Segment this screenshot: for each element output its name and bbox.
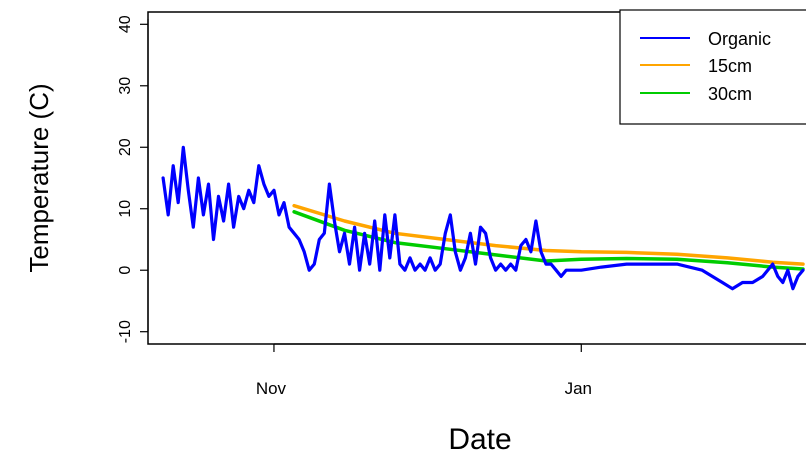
y-tick-label-3: 20: [117, 138, 134, 156]
y-tick-label-5: 40: [117, 15, 134, 33]
y-axis: -10 0 10 20 30 40: [117, 15, 149, 343]
y-tick-label-1: 0: [117, 266, 134, 275]
legend-label-30cm: 30cm: [708, 84, 752, 104]
y-tick-label-2: 10: [117, 200, 134, 218]
legend-label-organic: Organic: [708, 29, 771, 49]
series-group: [161, 145, 805, 291]
legend: Organic 15cm 30cm: [619, 9, 806, 125]
x-axis: Nov Jan: [256, 343, 592, 398]
legend-box: [619, 9, 806, 125]
x-axis-title: Date: [448, 423, 511, 456]
legend-label-15cm: 15cm: [708, 56, 752, 76]
y-tick-label-0: -10: [117, 320, 134, 343]
series-line-organic: [161, 145, 805, 291]
y-tick-label-4: 30: [117, 77, 134, 95]
x-tick-label-1: Jan: [565, 379, 592, 398]
x-tick-label-0: Nov: [256, 379, 287, 398]
y-axis-title: Temperature (C): [24, 83, 54, 272]
